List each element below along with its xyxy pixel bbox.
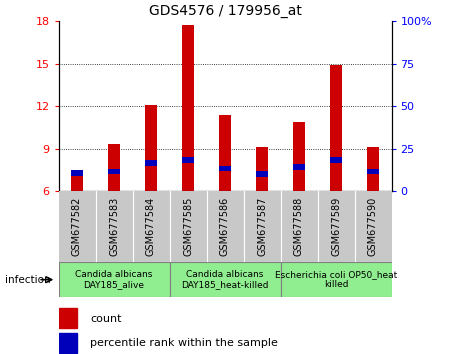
Bar	[367, 169, 379, 174]
Bar	[108, 169, 121, 174]
Text: Candida albicans
DAY185_heat-killed: Candida albicans DAY185_heat-killed	[181, 270, 269, 289]
Bar	[108, 171, 121, 191]
Bar	[58, 308, 77, 329]
Bar	[367, 171, 379, 191]
Bar	[367, 171, 379, 191]
Bar	[71, 180, 84, 191]
Text: GSM677584: GSM677584	[146, 197, 156, 256]
Bar	[329, 160, 342, 191]
Bar	[71, 173, 84, 191]
Bar	[292, 167, 306, 191]
Bar	[58, 333, 77, 353]
Bar	[144, 163, 158, 191]
Bar	[292, 167, 306, 191]
Bar	[181, 25, 194, 191]
Bar	[181, 160, 194, 191]
Text: GSM677587: GSM677587	[257, 197, 267, 256]
Bar	[181, 157, 194, 163]
Bar	[144, 163, 158, 191]
Bar	[108, 171, 121, 191]
Bar	[71, 173, 84, 191]
Text: GDS4576 / 179956_at: GDS4576 / 179956_at	[148, 4, 302, 18]
Bar	[219, 115, 231, 169]
Bar	[170, 262, 280, 297]
Text: GSM677583: GSM677583	[109, 197, 119, 256]
Text: percentile rank within the sample: percentile rank within the sample	[90, 338, 278, 348]
Bar	[256, 147, 269, 191]
Bar	[256, 174, 269, 191]
Bar	[219, 169, 231, 191]
Bar	[329, 157, 342, 163]
Bar	[181, 160, 194, 191]
Text: GSM677590: GSM677590	[368, 197, 378, 256]
Bar	[144, 105, 158, 191]
Text: GSM677588: GSM677588	[294, 197, 304, 256]
Text: GSM677589: GSM677589	[331, 197, 341, 256]
Bar	[144, 105, 158, 163]
Bar	[71, 170, 84, 176]
Bar	[367, 147, 379, 191]
Bar	[280, 262, 392, 297]
Bar	[71, 173, 84, 180]
Bar	[108, 144, 121, 171]
Bar	[256, 171, 269, 177]
Bar	[367, 147, 379, 171]
Bar	[329, 65, 342, 191]
Bar	[219, 169, 231, 191]
Text: GSM677585: GSM677585	[183, 197, 193, 256]
Bar	[256, 147, 269, 174]
Bar	[108, 144, 121, 191]
Bar	[292, 122, 306, 167]
Bar	[292, 122, 306, 191]
Text: GSM677586: GSM677586	[220, 197, 230, 256]
Text: infection: infection	[4, 275, 50, 285]
Text: Candida albicans
DAY185_alive: Candida albicans DAY185_alive	[75, 270, 153, 289]
Bar	[329, 65, 342, 160]
Bar	[181, 25, 194, 160]
Bar	[219, 115, 231, 191]
Bar	[329, 160, 342, 191]
Bar	[58, 262, 170, 297]
Bar	[292, 164, 306, 170]
Text: count: count	[90, 314, 122, 324]
Bar	[219, 166, 231, 171]
Bar	[144, 160, 158, 166]
Text: Escherichia coli OP50_heat
killed: Escherichia coli OP50_heat killed	[275, 270, 397, 289]
Bar	[256, 174, 269, 191]
Text: GSM677582: GSM677582	[72, 197, 82, 256]
